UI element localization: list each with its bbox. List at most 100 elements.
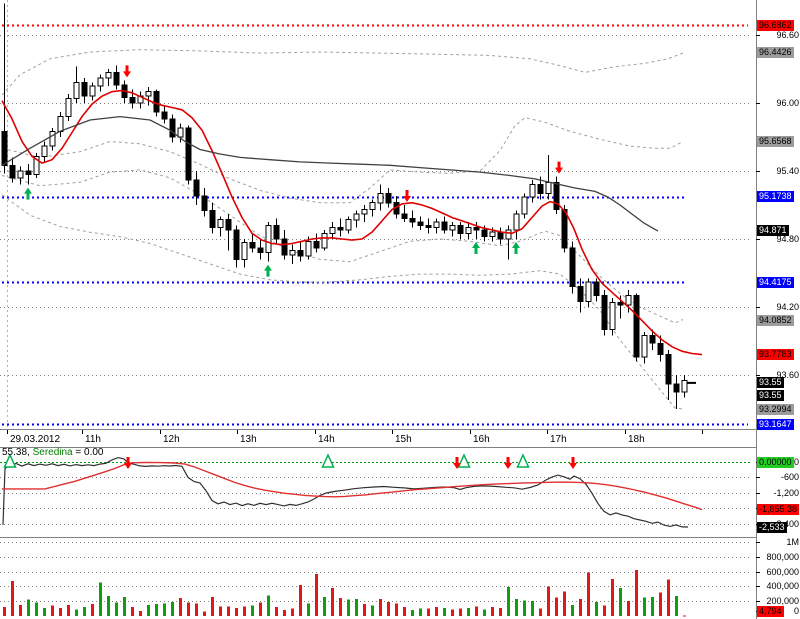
candle-body — [305, 240, 312, 257]
main-price-chart[interactable] — [0, 0, 756, 429]
volume-bar — [619, 587, 622, 616]
candle — [217, 216, 224, 237]
time-label: 14h — [318, 434, 335, 445]
candle — [585, 278, 592, 307]
volume-panel[interactable] — [0, 538, 756, 619]
volume-bar — [155, 604, 158, 616]
candle — [361, 205, 368, 222]
scale-value-box: 0.00000 — [757, 457, 794, 468]
candle — [561, 205, 568, 253]
volume-bar — [291, 608, 294, 616]
volume-bar — [163, 603, 166, 616]
scale-tick — [756, 557, 760, 558]
scale-value-box: 95.1738 — [757, 191, 794, 202]
scale-label: 96.00 — [776, 98, 799, 108]
candle-body — [41, 145, 48, 157]
band-outer-upper-line — [1, 49, 684, 96]
time-label: 12h — [163, 434, 180, 445]
panel-separator[interactable] — [0, 537, 756, 538]
candle-body — [345, 219, 352, 231]
candle — [321, 229, 328, 251]
candle — [97, 74, 104, 92]
candle-body — [313, 240, 320, 249]
candle — [25, 164, 32, 185]
scale-value-box: 96.6862 — [757, 20, 794, 31]
volume-bar — [19, 604, 22, 616]
volume-bar — [611, 579, 614, 616]
candle — [385, 188, 392, 208]
buy-arrow-icon — [24, 187, 32, 200]
time-axis[interactable]: 29.03.2012 11h 12h 13h 14h 15h 16h 17h 18h — [0, 430, 756, 447]
candle-body — [201, 195, 208, 212]
volume-bar — [75, 609, 78, 616]
candle — [401, 205, 408, 222]
candle-body — [489, 231, 496, 238]
candle — [161, 105, 168, 124]
sell-arrow-icon — [569, 457, 577, 469]
candle — [569, 241, 576, 294]
scale-label: 94.20 — [776, 302, 799, 312]
candle — [249, 233, 256, 253]
candle — [225, 214, 232, 251]
oscillator-panel[interactable] — [0, 448, 756, 537]
oscillator-signal-line — [2, 461, 703, 511]
time-label: 15h — [395, 434, 412, 445]
volume-bar — [267, 595, 270, 616]
scale-value-box: -2,533 — [757, 522, 787, 533]
candle-body — [641, 334, 648, 358]
volume-bar — [467, 607, 470, 616]
scale-tick — [756, 307, 760, 308]
candle — [417, 216, 424, 230]
scale-tick — [756, 542, 760, 543]
volume-bar — [11, 581, 14, 616]
candle-body — [73, 82, 80, 99]
candle-body — [385, 193, 392, 204]
oscillator-title-part: = 0.00 — [72, 447, 104, 458]
volume-bar — [459, 608, 462, 616]
time-label: 11h — [85, 434, 101, 445]
candle — [169, 114, 176, 143]
volume-bar — [395, 603, 398, 616]
sell-arrow-icon — [124, 457, 132, 469]
candle-body — [409, 218, 416, 223]
volume-bar — [419, 608, 422, 616]
volume-bar — [259, 602, 262, 616]
candle-body — [425, 224, 432, 229]
candle — [377, 184, 384, 211]
volume-bar — [315, 573, 318, 616]
volume-bar — [27, 599, 30, 616]
time-label: 29.03.2012 — [10, 434, 60, 445]
candle-body — [257, 247, 264, 254]
volume-bar — [643, 597, 646, 616]
candle — [649, 329, 656, 351]
volume-bar — [251, 605, 254, 616]
volume-bar — [51, 605, 54, 616]
price-scale[interactable]: 96.60 96.00 95.40 94.80 94.20 93.60 96.6862 96.… — [756, 0, 800, 619]
candle — [513, 210, 520, 239]
candle-body — [609, 302, 616, 331]
candle — [409, 210, 416, 228]
candle — [113, 65, 120, 90]
volume-bar — [555, 597, 558, 616]
candle-body — [337, 227, 344, 231]
scale-label: 93.60 — [776, 370, 799, 380]
candle-body — [65, 98, 72, 118]
volume-bar — [243, 606, 246, 616]
candle — [289, 244, 296, 264]
candle-body — [433, 221, 440, 229]
scale-value-box: 94.0852 — [757, 315, 794, 326]
volume-bar — [627, 601, 630, 616]
candle-body — [145, 91, 152, 97]
time-label: 13h — [240, 434, 257, 445]
candle-body — [1, 130, 8, 166]
candle-body — [273, 224, 280, 240]
panel-separator[interactable] — [0, 447, 756, 448]
scale-value-box: 94.871 — [757, 225, 789, 236]
time-label: 18h — [628, 434, 645, 445]
volume-bar — [115, 602, 118, 616]
candle — [241, 239, 248, 268]
panel-separator[interactable] — [0, 429, 756, 430]
candle — [353, 210, 360, 228]
candle-body — [289, 249, 296, 256]
buy-arrow-icon — [264, 264, 272, 277]
